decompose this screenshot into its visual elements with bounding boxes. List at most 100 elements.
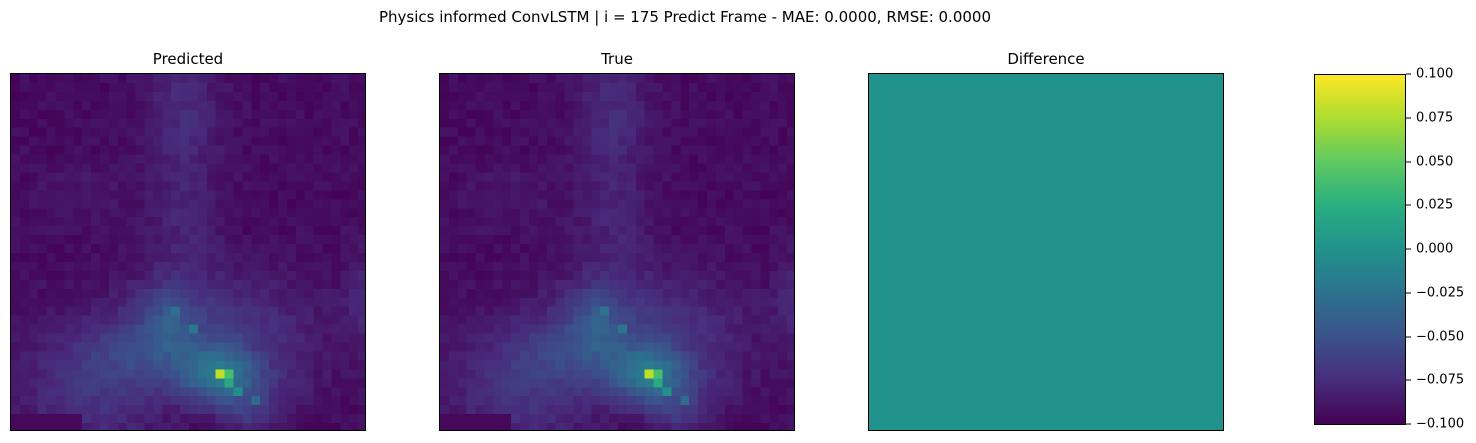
heatmap-cell (91, 324, 101, 334)
heatmap-cell (1091, 378, 1101, 388)
heatmap-cell (904, 136, 914, 146)
heatmap-cell (304, 136, 314, 146)
heatmap-cell (940, 333, 950, 343)
heatmap-cell (1020, 306, 1030, 316)
heatmap-cell (1002, 136, 1012, 146)
heatmap-cell (653, 279, 663, 289)
heatmap-cell (269, 181, 279, 191)
heatmap-cell (1118, 396, 1128, 406)
heatmap-cell (457, 136, 467, 146)
heatmap-cell (1100, 423, 1110, 430)
heatmap-cell (662, 423, 672, 430)
heatmap-cell (260, 396, 270, 406)
heatmap-cell (886, 136, 896, 146)
heatmap-cell (1029, 91, 1039, 102)
heatmap-cell (1020, 154, 1030, 164)
heatmap-cell (993, 208, 1003, 218)
heatmap-cell (466, 423, 476, 430)
heatmap-cell (671, 306, 681, 316)
heatmap-cell (869, 154, 879, 164)
heatmap-cell (662, 333, 672, 343)
heatmap-cell (215, 387, 225, 397)
heatmap-cell (171, 226, 181, 236)
heatmap-cell (144, 91, 154, 102)
heatmap-cell (546, 127, 556, 137)
heatmap-cell (269, 261, 279, 272)
heatmap-cell (304, 244, 314, 254)
heatmap-cell (520, 297, 530, 307)
heatmap-cell (787, 172, 794, 182)
heatmap-cell (1082, 288, 1092, 298)
heatmap-cell (484, 145, 494, 155)
heatmap-cell (564, 297, 574, 307)
heatmap-cell (904, 100, 914, 110)
heatmap-cell (502, 217, 512, 227)
heatmap-cell (940, 154, 950, 164)
heatmap-cell (1136, 324, 1146, 334)
heatmap-cell (984, 244, 994, 254)
heatmap-cell (769, 163, 779, 173)
heatmap-cell (144, 127, 154, 137)
heatmap-cell (966, 172, 976, 182)
heatmap-cell (733, 360, 743, 370)
heatmap-cell (19, 306, 29, 316)
heatmap-cell (82, 172, 92, 182)
heatmap-cell (537, 82, 547, 93)
heatmap-cell (1064, 378, 1074, 388)
heatmap-cell (966, 154, 976, 164)
heatmap-cell (295, 109, 305, 119)
heatmap-cell (260, 190, 270, 200)
heatmap-cell (286, 270, 296, 281)
heatmap-cell (662, 342, 672, 352)
heatmap-cell (626, 235, 636, 245)
heatmap-cell (19, 405, 29, 415)
heatmap-cell (1038, 91, 1048, 102)
heatmap-cell (1136, 315, 1146, 325)
heatmap-cell (251, 405, 261, 415)
heatmap-cell (260, 235, 270, 245)
heatmap-cell (278, 423, 288, 430)
heatmap-cell (135, 226, 145, 236)
heatmap-cell (546, 414, 556, 424)
heatmap-cell (931, 82, 941, 93)
heatmap-cell (895, 217, 905, 227)
heatmap-cell (1118, 100, 1128, 110)
heatmap-cell (940, 369, 950, 379)
heatmap-cell (233, 306, 243, 316)
heatmap-cell (724, 369, 734, 379)
heatmap-cell (135, 190, 145, 200)
heatmap-cell (224, 369, 234, 379)
heatmap-cell (733, 253, 743, 263)
heatmap-cell (949, 136, 959, 146)
heatmap-cell (680, 199, 690, 209)
heatmap-cell (46, 315, 56, 325)
heatmap-cell (189, 109, 199, 119)
heatmap-cell (680, 270, 690, 281)
heatmap-cell (1029, 154, 1039, 164)
heatmap-cell (609, 199, 619, 209)
heatmap-cell (869, 360, 879, 370)
heatmap-cell (1073, 378, 1083, 388)
heatmap-cell (242, 226, 252, 236)
heatmap-cell (904, 118, 914, 128)
heatmap-cell (224, 118, 234, 128)
heatmap-cell (1189, 235, 1199, 245)
heatmap-cell (82, 145, 92, 155)
heatmap-cell (564, 324, 574, 334)
heatmap-cell (1144, 360, 1154, 370)
heatmap-cell (171, 235, 181, 245)
heatmap-cell (108, 136, 118, 146)
heatmap-cell (475, 253, 485, 263)
heatmap-cell (778, 378, 788, 388)
heatmap-cell (913, 288, 923, 298)
heatmap-cell (564, 306, 574, 316)
heatmap-cell (322, 423, 332, 430)
heatmap-cell (529, 91, 539, 102)
heatmap-cell (1064, 91, 1074, 102)
heatmap-cell (600, 91, 610, 102)
heatmap-cell (1216, 306, 1223, 316)
heatmap-cell (707, 414, 717, 424)
heatmap-cell (304, 369, 314, 379)
heatmap-cell (1029, 297, 1039, 307)
heatmap-cell (778, 100, 788, 110)
